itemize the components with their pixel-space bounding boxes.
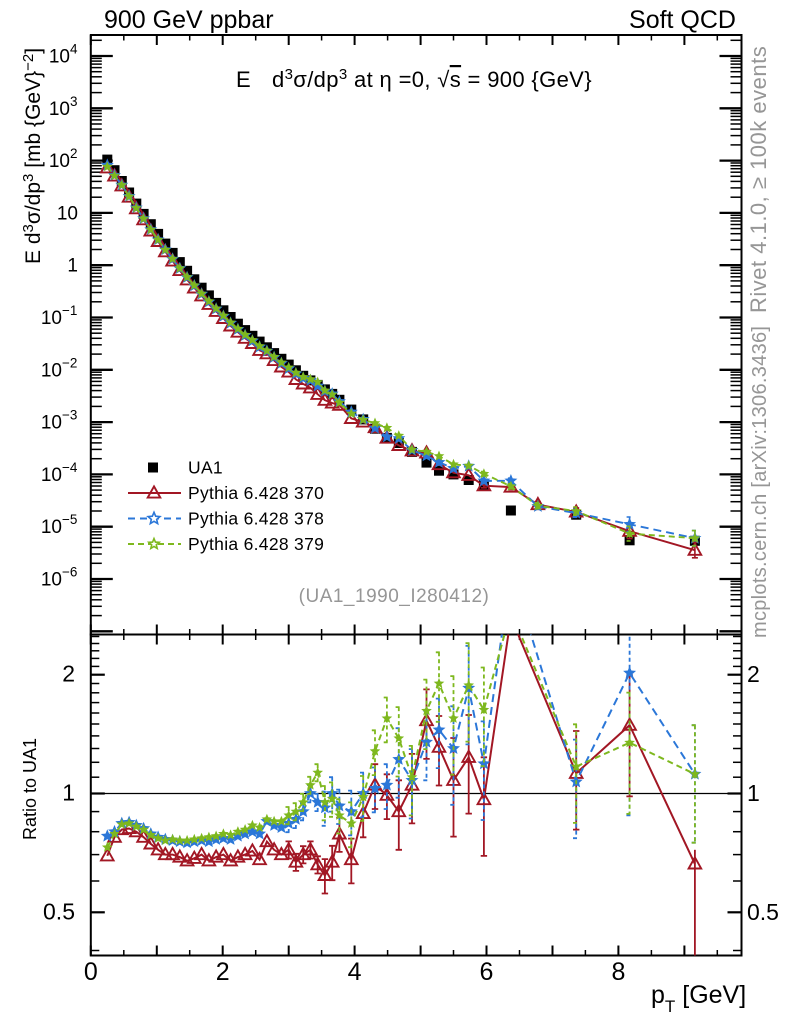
- svg-text:E: E: [236, 67, 251, 92]
- svg-text:mcplots.cern.ch [arXiv:1306.34: mcplots.cern.ch [arXiv:1306.3436]: [749, 326, 771, 638]
- svg-text:3: 3: [70, 94, 78, 109]
- svg-text:10: 10: [41, 517, 62, 538]
- svg-text:Pythia 6.428 370: Pythia 6.428 370: [188, 483, 324, 503]
- svg-text:−3: −3: [62, 408, 77, 423]
- svg-text:0.5: 0.5: [43, 898, 75, 924]
- svg-text:−2: −2: [62, 355, 77, 370]
- svg-text:2: 2: [62, 661, 75, 687]
- svg-text:E d3σ/dp3 [mb {GeV}−2]: E d3σ/dp3 [mb {GeV}−2]: [20, 48, 45, 264]
- svg-text:Rivet 4.1.0, ≥ 100k events: Rivet 4.1.0, ≥ 100k events: [746, 46, 771, 313]
- svg-text:10: 10: [41, 570, 62, 591]
- svg-text:10: 10: [49, 151, 70, 172]
- svg-text:2: 2: [747, 661, 760, 687]
- svg-text:−4: −4: [62, 460, 78, 475]
- svg-text:1: 1: [67, 256, 78, 277]
- svg-text:Pythia 6.428 378: Pythia 6.428 378: [188, 509, 324, 529]
- svg-text:10: 10: [49, 47, 70, 68]
- svg-text:4: 4: [70, 42, 78, 57]
- svg-text:6: 6: [480, 958, 494, 986]
- svg-text:UA1: UA1: [188, 458, 223, 478]
- svg-text:0: 0: [84, 958, 98, 986]
- svg-text:2: 2: [70, 146, 78, 161]
- svg-text:Ratio to UA1: Ratio to UA1: [20, 738, 40, 840]
- svg-text:Soft QCD: Soft QCD: [629, 6, 736, 34]
- svg-text:10: 10: [41, 360, 62, 381]
- svg-text:(UA1_1990_I280412): (UA1_1990_I280412): [299, 586, 490, 607]
- svg-text:10: 10: [49, 99, 70, 120]
- svg-text:4: 4: [348, 958, 362, 986]
- svg-text:Pythia 6.428 379: Pythia 6.428 379: [188, 534, 324, 554]
- svg-text:1: 1: [747, 780, 760, 806]
- svg-text:10: 10: [41, 308, 62, 329]
- svg-text:2: 2: [216, 958, 230, 986]
- svg-text:0.5: 0.5: [747, 899, 779, 925]
- svg-text:1: 1: [62, 780, 75, 806]
- svg-text:10: 10: [41, 413, 62, 434]
- svg-text:10: 10: [57, 203, 78, 224]
- svg-text:−1: −1: [62, 303, 77, 318]
- svg-text:8: 8: [611, 958, 625, 986]
- svg-text:10: 10: [41, 465, 62, 486]
- svg-text:900 GeV ppbar: 900 GeV ppbar: [104, 6, 274, 34]
- svg-text:−5: −5: [62, 512, 77, 527]
- svg-text:−6: −6: [62, 565, 77, 580]
- svg-text:d3σ/dp3 at η =0, √s = 900 {GeV: d3σ/dp3 at η =0, √s = 900 {GeV}: [272, 66, 592, 92]
